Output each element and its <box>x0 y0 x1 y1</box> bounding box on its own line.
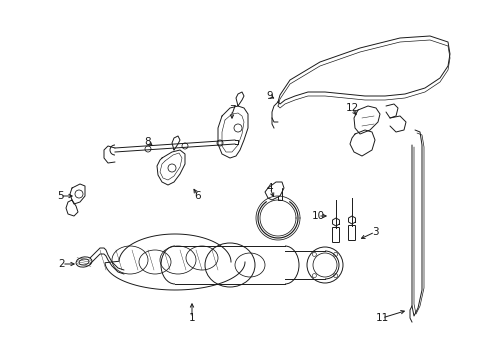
Text: 2: 2 <box>59 259 65 269</box>
Text: 1: 1 <box>188 313 195 323</box>
Text: 6: 6 <box>194 191 201 201</box>
Text: 5: 5 <box>57 191 63 201</box>
Text: 7: 7 <box>228 105 235 115</box>
Text: 3: 3 <box>371 227 378 237</box>
Text: 12: 12 <box>345 103 358 113</box>
Text: 10: 10 <box>311 211 324 221</box>
Text: 4: 4 <box>266 183 273 193</box>
Text: 8: 8 <box>144 137 151 147</box>
Text: 9: 9 <box>266 91 273 101</box>
Text: 11: 11 <box>375 313 388 323</box>
